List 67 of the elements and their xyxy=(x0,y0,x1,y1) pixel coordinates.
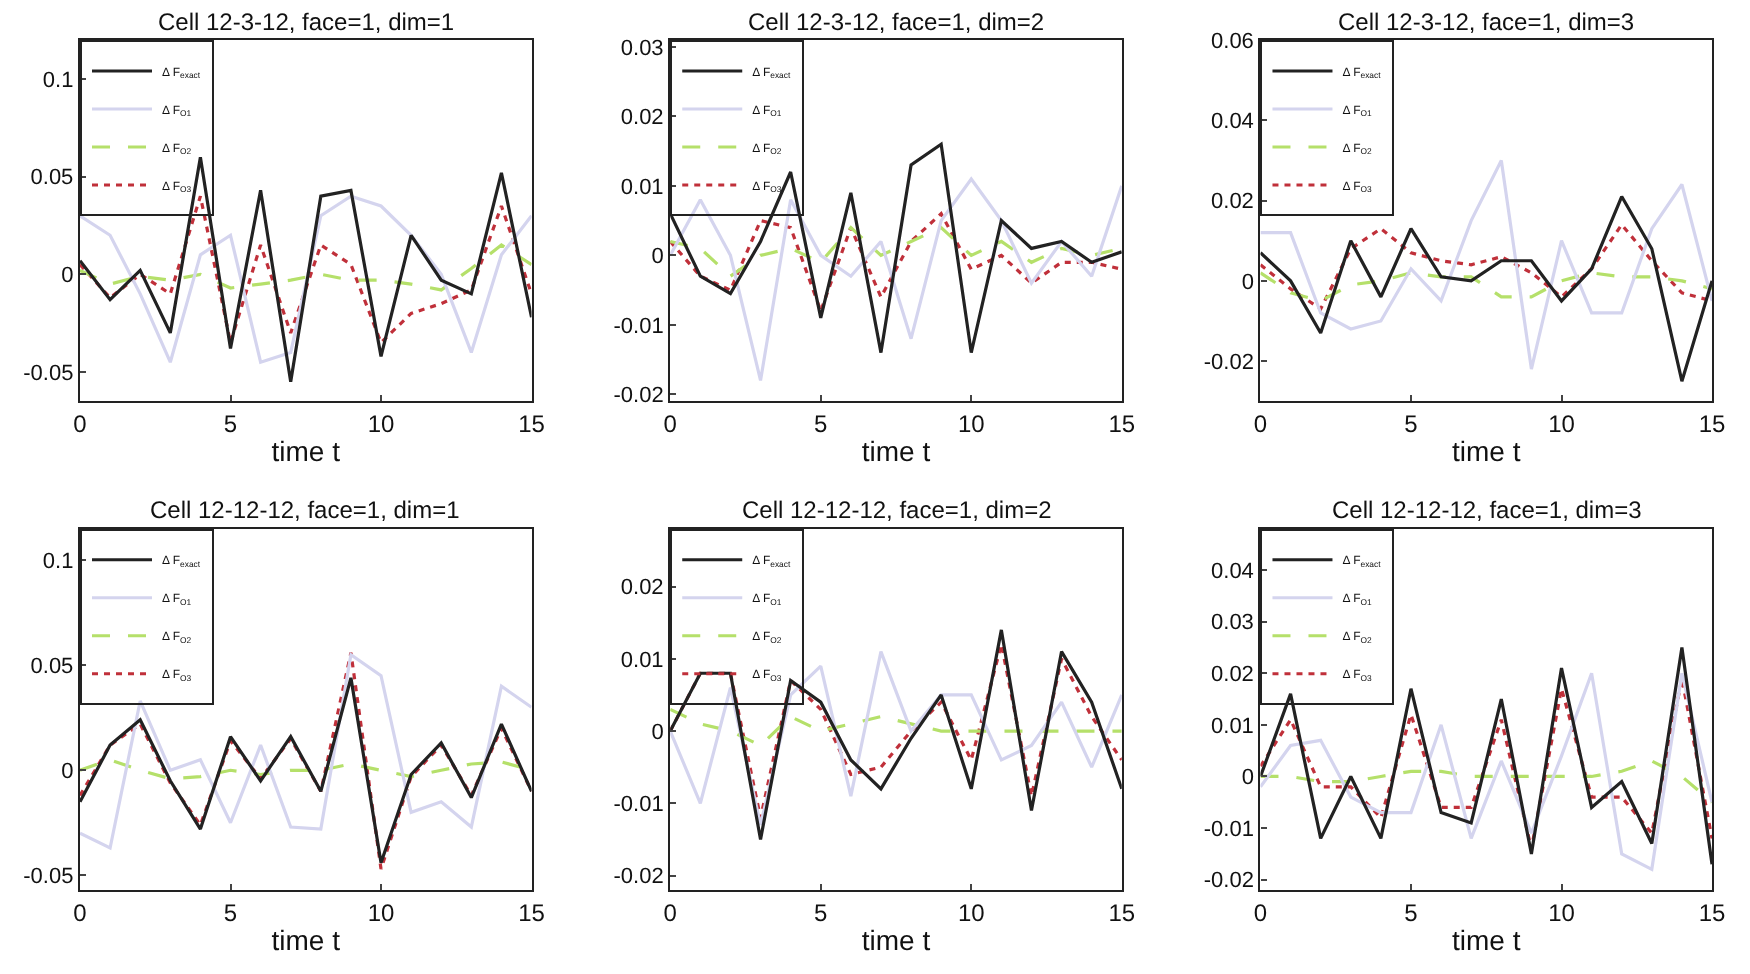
x-tick-label: 5 xyxy=(223,899,238,927)
y-tick-label: 0.04 xyxy=(1211,109,1254,134)
line-series xyxy=(1260,271,1712,303)
chart-title: Cell 12-12-12, face=1, dim=1 xyxy=(150,496,461,524)
x-tick-label: 15 xyxy=(1698,899,1726,927)
y-tick-label: 0.02 xyxy=(620,576,664,601)
y-tick-label: 0 xyxy=(651,720,664,745)
x-tick-label: 5 xyxy=(814,899,829,927)
line-series xyxy=(80,243,532,292)
y-tick-label: 0.03 xyxy=(1211,611,1254,636)
y-tick-label: -0.01 xyxy=(1203,817,1254,842)
y-tick-label: -0.01 xyxy=(613,793,664,818)
x-tick-label: 15 xyxy=(518,899,546,927)
x-tick-label: 15 xyxy=(518,410,546,439)
y-tick-label: 0.05 xyxy=(30,654,74,679)
y-tick-label: 0 xyxy=(1241,766,1254,791)
y-tick-label: 0 xyxy=(1241,270,1254,295)
y-tick-label: 0.1 xyxy=(42,68,74,93)
y-tick-label: -0.02 xyxy=(613,384,664,408)
y-tick-label: -0.02 xyxy=(1203,869,1254,894)
y-tick-label: -0.01 xyxy=(613,314,664,339)
x-tick-label: 5 xyxy=(814,410,829,439)
x-tick-label: 15 xyxy=(1108,899,1136,927)
x-axis-title: time t xyxy=(271,923,341,956)
chart-title: Cell 12-3-12, face=1, dim=3 xyxy=(1338,8,1635,36)
y-tick-label: 0.01 xyxy=(620,648,664,673)
x-tick-label: 10 xyxy=(1548,899,1576,927)
x-tick-label: 5 xyxy=(1404,410,1419,439)
x-axis-title: time t xyxy=(271,434,341,467)
x-tick-label: 10 xyxy=(1548,410,1576,439)
y-tick-label: 0.02 xyxy=(620,106,664,131)
chart-title: Cell 12-12-12, face=1, dim=2 xyxy=(742,496,1053,524)
x-tick-label: 10 xyxy=(957,899,986,927)
y-tick-label: 0.03 xyxy=(620,36,664,61)
y-tick-label: 0.01 xyxy=(620,175,664,200)
y-tick-label: 0 xyxy=(61,759,74,784)
y-tick-label: 0 xyxy=(651,245,664,270)
y-tick-label: -0.05 xyxy=(23,361,74,386)
x-axis-title: time t xyxy=(1452,434,1521,467)
y-tick-label: 0.06 xyxy=(1211,29,1254,54)
line-series xyxy=(670,707,1122,748)
y-tick-label: 0 xyxy=(61,264,74,289)
line-series xyxy=(670,177,1122,382)
y-tick-label: -0.02 xyxy=(1203,350,1254,375)
line-series xyxy=(1260,158,1712,371)
x-tick-label: 5 xyxy=(223,410,238,439)
y-tick-label: 0.02 xyxy=(1211,662,1254,687)
y-tick-label: -0.02 xyxy=(613,865,664,890)
x-axis-title: time t xyxy=(861,923,931,956)
y-tick-label: -0.05 xyxy=(23,864,74,889)
x-tick-label: 15 xyxy=(1698,410,1726,439)
x-tick-label: 15 xyxy=(1108,410,1136,439)
y-tick-label: 0.05 xyxy=(30,166,74,191)
x-axis-title: time t xyxy=(1452,923,1521,956)
x-tick-label: 10 xyxy=(957,410,986,439)
y-tick-label: 0.01 xyxy=(1211,714,1254,739)
chart-title: Cell 12-3-12, face=1, dim=1 xyxy=(158,8,455,36)
y-tick-label: 0.02 xyxy=(1211,190,1254,215)
x-tick-label: 10 xyxy=(367,899,396,927)
line-series xyxy=(670,212,1122,313)
chart-title: Cell 12-3-12, face=1, dim=2 xyxy=(748,8,1045,36)
chart-title: Cell 12-12-12, face=1, dim=3 xyxy=(1332,496,1643,524)
y-tick-label: 0.1 xyxy=(42,549,74,574)
y-tick-label: 0.04 xyxy=(1211,559,1254,584)
x-tick-label: 10 xyxy=(367,410,396,439)
x-axis-title: time t xyxy=(861,434,931,467)
x-tick-label: 5 xyxy=(1404,899,1419,927)
